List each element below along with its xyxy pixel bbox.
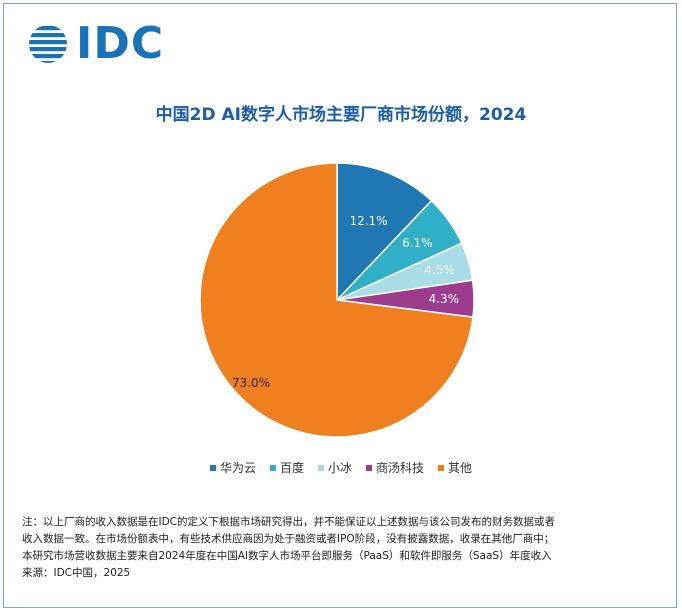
legend-label-2: 小冰 bbox=[327, 461, 352, 475]
footnotes: 注：以上厂商的收入数据是在IDC的定义下根据市场研究得出，并不能保证以上述数据与… bbox=[22, 514, 662, 582]
legend-swatch-3 bbox=[366, 464, 372, 471]
legend-item-0: 华为云 bbox=[209, 459, 256, 476]
legend-swatch-2 bbox=[317, 464, 324, 471]
legend-label-3: 商汤科技 bbox=[376, 461, 425, 475]
legend-swatch-0 bbox=[209, 464, 216, 471]
legend: 华为云 百度 小冰 商汤科技 其他 bbox=[4, 459, 678, 476]
pie-chart: 12.1% 6.1% 4.5% 4.3% 73.0% bbox=[199, 162, 475, 438]
globe-icon bbox=[29, 26, 67, 63]
logo-text: IDC bbox=[76, 18, 165, 69]
legend-label-0: 华为云 bbox=[219, 461, 256, 475]
note-line-2: 收入数据一致。在市场份额表中，有些技术供应商因为处于融资或者IPO阶段，没有披露… bbox=[22, 533, 555, 545]
legend-swatch-4 bbox=[438, 464, 445, 471]
note-line-1: 注：以上厂商的收入数据是在IDC的定义下根据市场研究得出，并不能保证以上述数据与… bbox=[22, 516, 556, 528]
note-line-3: 本研究市场营收数据主要来自2024年度在中国AI数字人市场平台即服务（PaaS）… bbox=[22, 550, 552, 562]
pie-slice-0 bbox=[336, 162, 433, 302]
slice-label-1: 6.1% bbox=[402, 236, 433, 250]
legend-swatch-1 bbox=[269, 464, 276, 471]
legend-label-1: 百度 bbox=[279, 461, 304, 475]
legend-item-2: 小冰 bbox=[317, 459, 352, 476]
slice-label-3: 4.3% bbox=[429, 292, 460, 306]
chart-frame: IDC 中国2D AI数字人市场主要厂商市场份额，2024 12.1% 6.1% 4… bbox=[3, 3, 677, 608]
slice-label-0: 12.1% bbox=[349, 214, 387, 228]
legend-item-1: 百度 bbox=[269, 459, 304, 476]
source-line: 来源：IDC中国，2025 bbox=[22, 567, 131, 579]
pie-slice-4 bbox=[199, 162, 474, 438]
legend-label-4: 其他 bbox=[448, 461, 473, 475]
slice-label-2: 4.5% bbox=[424, 263, 455, 277]
idc-logo: IDC bbox=[26, 18, 165, 69]
chart-title: 中国2D AI数字人市场主要厂商市场份额，2024 bbox=[155, 105, 527, 125]
legend-item-4: 其他 bbox=[438, 459, 472, 476]
slice-label-4: 73.0% bbox=[232, 376, 270, 390]
legend-item-3: 商汤科技 bbox=[366, 459, 424, 476]
